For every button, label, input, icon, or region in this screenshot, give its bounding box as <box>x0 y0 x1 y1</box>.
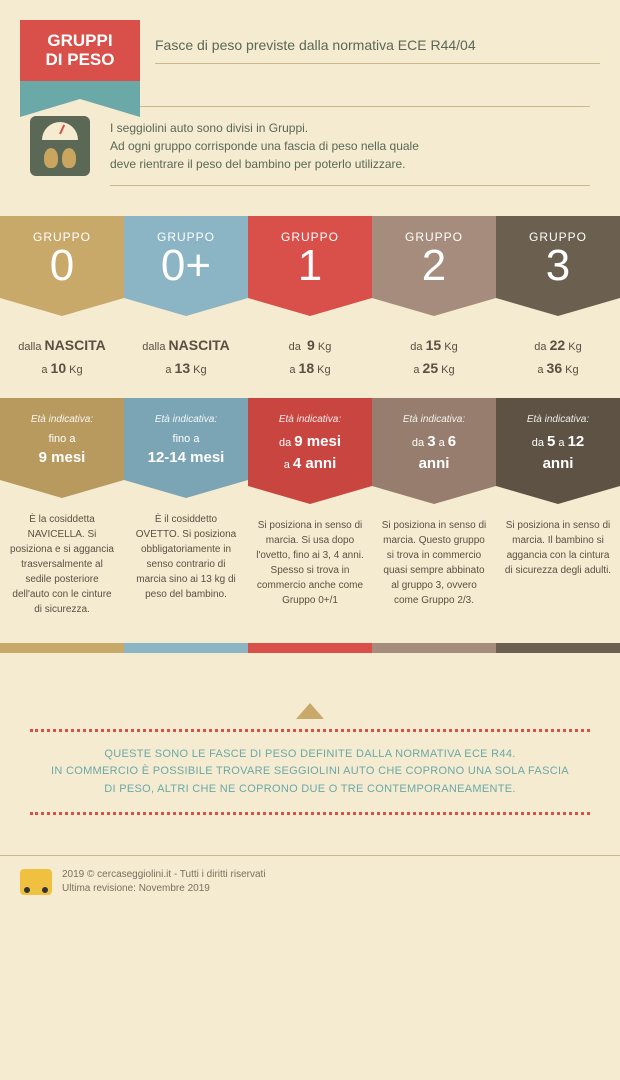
triangle-up-icon <box>296 703 324 719</box>
group-number: 2 <box>376 244 492 288</box>
group-number: 1 <box>252 244 368 288</box>
group-description: Si posiziona in senso di marcia. Si usa … <box>248 514 372 626</box>
group-column-0: GRUPPO0 dalla NASCITAa 10 KgEtà indicativ… <box>0 216 124 634</box>
footer-note: QUESTE SONO LE FASCE DI PESO DEFINITE DA… <box>20 683 600 836</box>
age-band: Età indicativa:fino a9 mesi <box>0 398 124 480</box>
logo-icon <box>20 869 52 895</box>
intro-text: I seggiolini auto sono divisi in Gruppi.… <box>110 106 590 186</box>
group-header: GRUPPO2 <box>372 216 496 298</box>
credits: 2019 © cercaseggiolini.it - Tutti i diri… <box>0 855 620 908</box>
header-row: GRUPPI DI PESO Fasce di peso previste da… <box>20 20 600 81</box>
group-number: 0 <box>4 244 120 288</box>
age-band: Età indicativa:fino a12-14 mesi <box>124 398 248 480</box>
weight-range: da 9 Kga 18 Kg <box>248 326 372 397</box>
group-description: È il cosiddetto OVETTO. Si posiziona obb… <box>124 508 248 620</box>
subtitle: Fasce di peso previste dalla normativa E… <box>155 37 600 64</box>
weight-range: da 22 Kga 36 Kg <box>496 326 620 397</box>
group-column-2: GRUPPO2 da 15 Kga 25 KgEtà indicativa:da … <box>372 216 496 634</box>
revision: Ultima revisione: Novembre 2019 <box>62 882 266 896</box>
group-description: Si posiziona in senso di marcia. Questo … <box>372 514 496 626</box>
weight-range: da 15 Kga 25 Kg <box>372 326 496 397</box>
group-number: 0+ <box>128 244 244 288</box>
group-header: GRUPPO1 <box>248 216 372 298</box>
group-column-0+: GRUPPO0+ dalla NASCITAa 13 KgEtà indicati… <box>124 216 248 634</box>
group-column-3: GRUPPO3 da 22 Kga 36 KgEtà indicativa:da … <box>496 216 620 634</box>
group-column-1: GRUPPO1 da 9 Kga 18 KgEtà indicativa:da 9… <box>248 216 372 634</box>
ribbon-line1: GRUPPI <box>47 31 112 50</box>
ribbon-line2: DI PESO <box>46 50 115 69</box>
age-band: Età indicativa:da 3 a 6anni <box>372 398 496 486</box>
age-band: Età indicativa:da 9 mesia 4 anni <box>248 398 372 486</box>
group-number: 3 <box>500 244 616 288</box>
group-header: GRUPPO0 <box>0 216 124 298</box>
footer-note-text: QUESTE SONO LE FASCE DI PESO DEFINITE DA… <box>30 746 590 799</box>
group-header: GRUPPO0+ <box>124 216 248 298</box>
group-header: GRUPPO3 <box>496 216 620 298</box>
weight-range: dalla NASCITAa 10 Kg <box>0 326 124 397</box>
groups-row: GRUPPO0dalla NASCITAa 10 KgEtà indicativ… <box>0 216 620 634</box>
scale-icon <box>30 116 90 176</box>
weight-range: dalla NASCITAa 13 Kg <box>124 326 248 397</box>
copyright: 2019 © cercaseggiolini.it - Tutti i diri… <box>62 868 266 882</box>
age-band: Età indicativa:da 5 a 12anni <box>496 398 620 486</box>
group-description: Si posiziona in senso di marcia. Il bamb… <box>496 514 620 596</box>
intro-row: I seggiolini auto sono divisi in Gruppi.… <box>20 106 600 186</box>
group-description: È la cosiddetta NAVICELLA. Si posiziona … <box>0 508 124 635</box>
title-ribbon: GRUPPI DI PESO <box>20 20 140 81</box>
color-bar <box>0 643 620 653</box>
